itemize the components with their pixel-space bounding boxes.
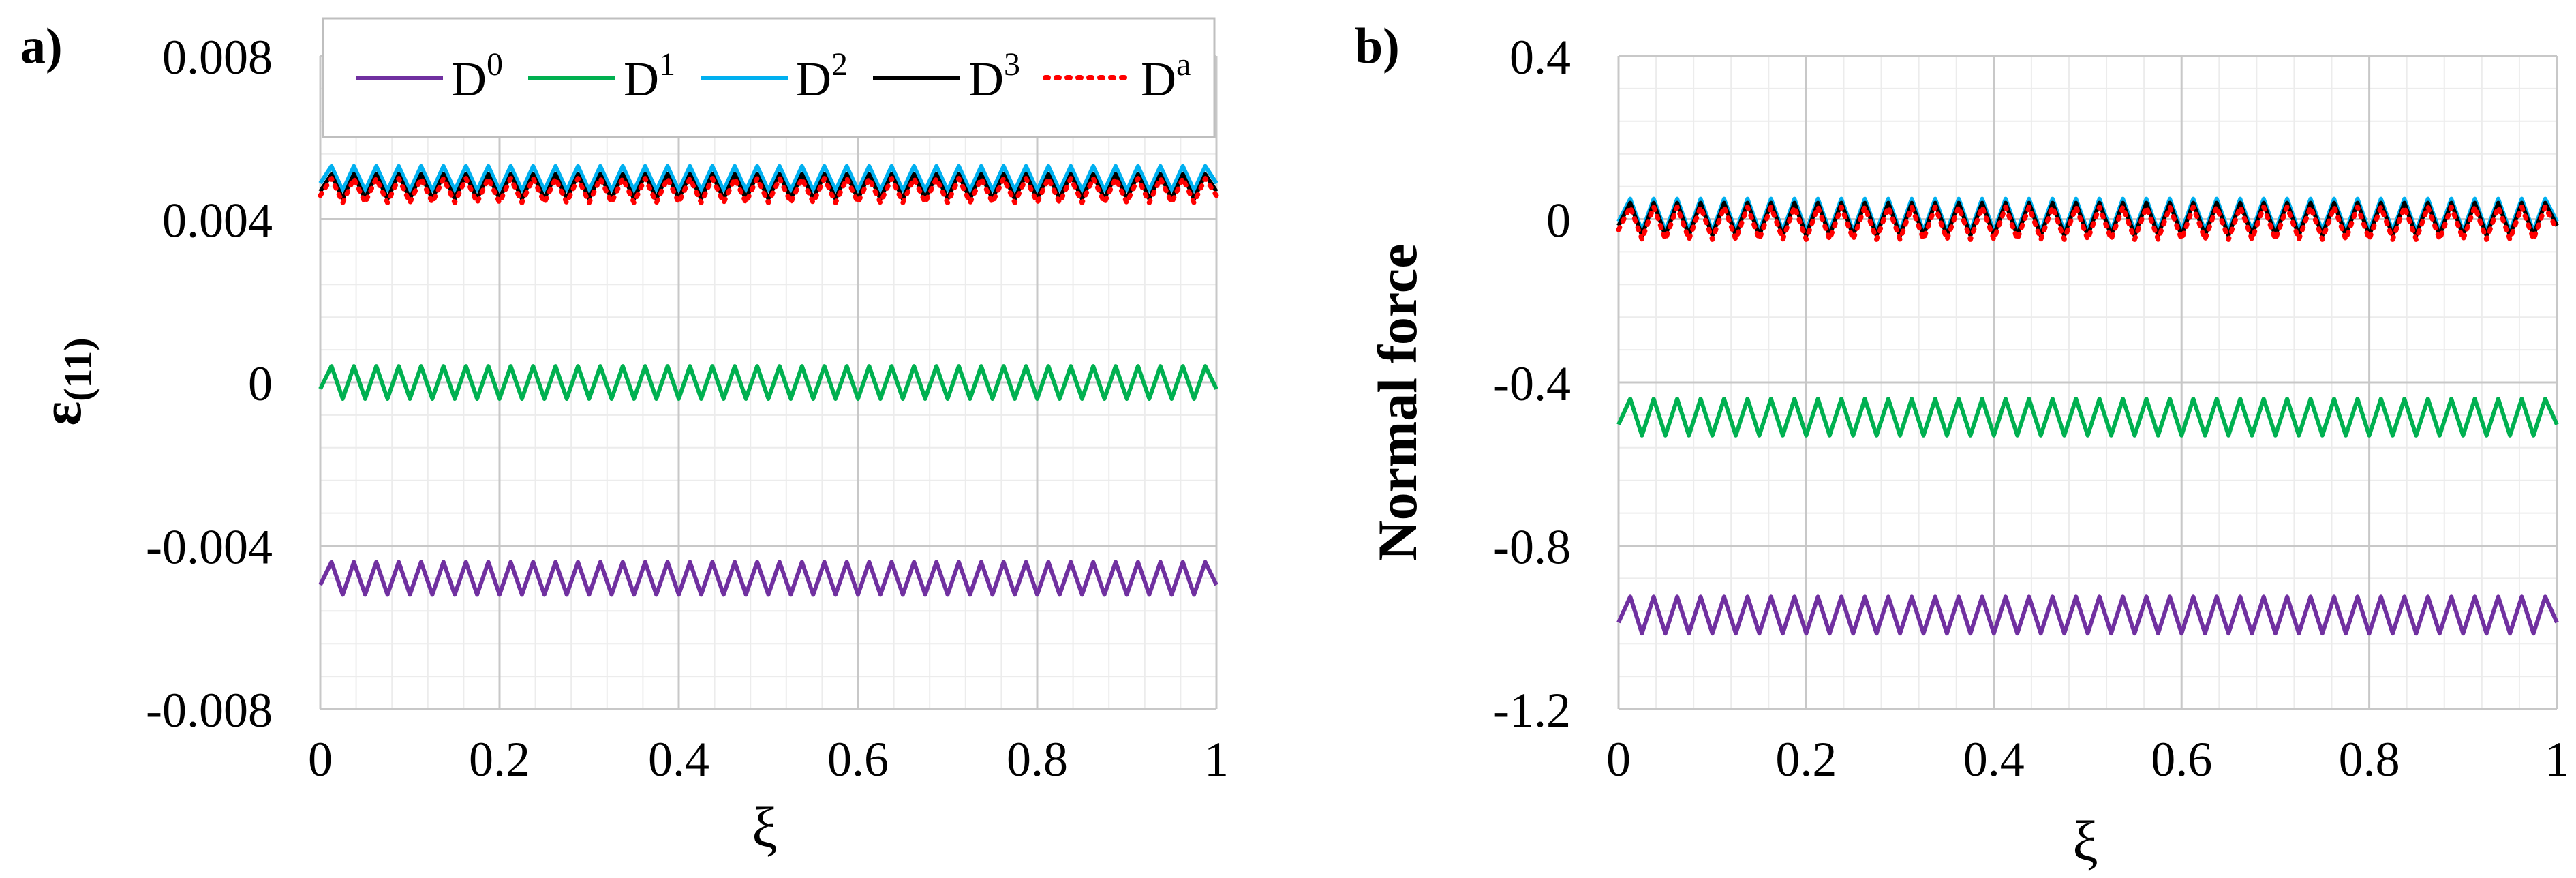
chart-b-series-D0 <box>1616 594 2559 636</box>
chart-a-x-tick-label: 1 <box>1204 732 1229 787</box>
legend-label-superscript: a <box>1176 46 1191 82</box>
chart-b-x-tick-label: 0 <box>1606 732 1631 787</box>
chart-b-series-Da <box>1616 205 2560 242</box>
chart-b-y-tick-label: -0.8 <box>1493 520 1571 575</box>
legend-label-superscript: 3 <box>1004 46 1020 82</box>
chart-a-y-axis-title: ε(11) <box>30 337 100 425</box>
chart-a-y-axis-title-base: ε <box>30 402 93 426</box>
chart-a-y-tick-label: 0.008 <box>162 30 273 85</box>
chart-a-series-D0 <box>318 560 1218 597</box>
chart-a-tick-labels: -0.008 -0.004 0 0.004 0.008 0 0.2 0.4 0.6 0.8 1 <box>146 30 1229 787</box>
chart-a-x-tick-label: 0 <box>308 732 333 787</box>
chart-a-panel-label: a) <box>20 18 63 74</box>
chart-b-y-tick-label: -1.2 <box>1493 683 1571 738</box>
chart-a-x-axis-title: ξ <box>752 796 777 860</box>
chart-a-x-tick-label: 0.4 <box>648 732 709 787</box>
chart-b-x-tick-label: 0.8 <box>2339 732 2400 787</box>
legend-label-base: D <box>451 52 487 106</box>
chart-a-series-Da <box>318 176 1219 205</box>
chart-b-y-tick-label: -0.4 <box>1493 357 1571 411</box>
chart-b-series-D1 <box>1616 397 2559 438</box>
chart-b-series <box>1616 196 2560 636</box>
chart-b-tick-labels: -1.2 -0.8 -0.4 0 0.4 0 0.2 0.4 0.6 0.8 1 <box>1493 30 2569 787</box>
legend-label-superscript: 2 <box>831 46 848 82</box>
chart-a-series-D1 <box>318 364 1218 401</box>
legend-label-D2: D2 <box>796 46 848 106</box>
chart-a-y-tick-label: -0.004 <box>146 520 273 575</box>
legend-label-superscript: 0 <box>487 46 503 82</box>
chart-a-y-tick-label: -0.008 <box>146 683 273 738</box>
chart-a-legend: D0 D1 D2 D3 Da <box>322 17 1216 138</box>
legend-label-D0: D0 <box>451 46 503 106</box>
legend-label-Da: Da <box>1141 46 1191 106</box>
legend-label-base: D <box>1141 52 1176 106</box>
chart-b-x-tick-label: 0.4 <box>1963 732 2025 787</box>
chart-a-series-D3 <box>318 172 1218 201</box>
legend-label-base: D <box>796 52 831 106</box>
legend-label-superscript: 1 <box>659 46 675 82</box>
chart-b-x-tick-label: 0.6 <box>2151 732 2212 787</box>
chart-a-series-D2 <box>318 164 1218 193</box>
chart-b: -1.2 -0.8 -0.4 0 0.4 0 0.2 0.4 0.6 0.8 1 b) ξ Norm… <box>1355 18 2569 873</box>
chart-b-series-D2 <box>1616 196 2559 234</box>
legend-label-base: D <box>624 52 659 106</box>
chart-b-y-axis-title: Normal force <box>1366 243 1428 560</box>
chart-a-grid <box>319 55 1218 710</box>
chart-b-y-tick-label: 0 <box>1546 194 1571 248</box>
legend-label-D3: D3 <box>968 46 1020 106</box>
chart-b-x-tick-label: 0.2 <box>1775 732 1837 787</box>
chart-a-series <box>318 164 1219 597</box>
chart-b-y-tick-label: 0.4 <box>1509 30 1571 85</box>
legend-label-base: D <box>968 52 1004 106</box>
chart-b-x-tick-label: 1 <box>2545 732 2569 787</box>
chart-a-y-tick-label: 0 <box>248 357 273 411</box>
chart-a-x-tick-label: 0.8 <box>1007 732 1068 787</box>
chart-b-panel-label: b) <box>1355 18 1400 74</box>
chart-a-x-tick-label: 0.6 <box>827 732 889 787</box>
chart-b-x-axis-title: ξ <box>2072 810 2098 873</box>
chart-a-y-tick-label: 0.004 <box>162 194 273 248</box>
legend-label-D1: D1 <box>624 46 675 106</box>
chart-b-grid <box>1617 55 2558 710</box>
chart-a-y-axis-title-sub: (11) <box>56 337 100 401</box>
chart-a-x-tick-label: 0.2 <box>469 732 530 787</box>
